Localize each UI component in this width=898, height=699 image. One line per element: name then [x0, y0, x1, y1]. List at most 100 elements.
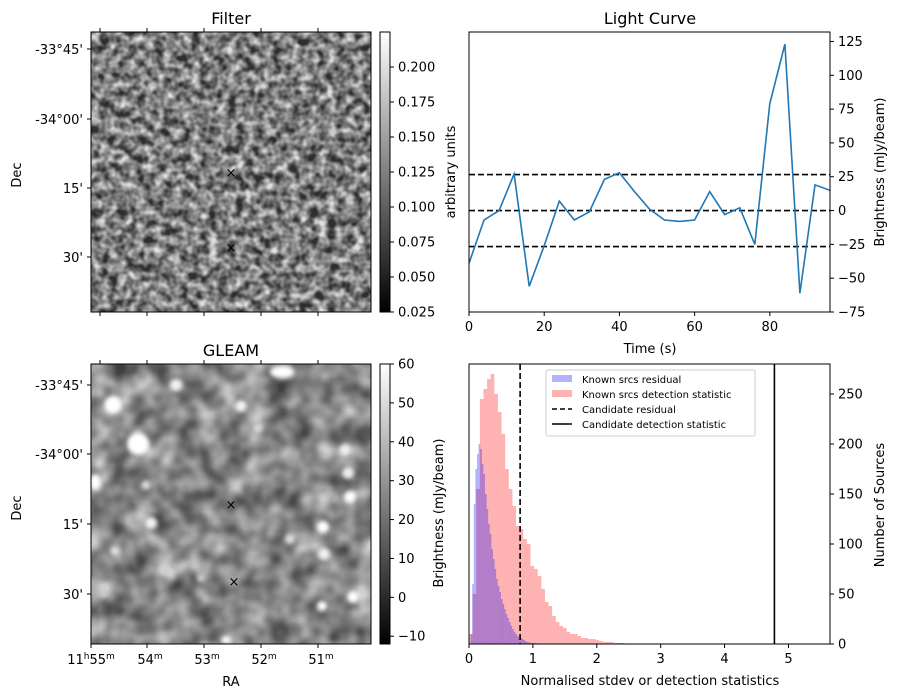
residual-histogram-bar	[481, 464, 484, 644]
gleam-ra-tick-label: 52m	[251, 652, 276, 668]
residual-histogram-bar	[500, 599, 503, 644]
lightcurve-y-tick-label: 75	[838, 103, 855, 118]
gleam-dec-tick-label: 30'	[63, 588, 83, 603]
filter-image-noise	[91, 32, 371, 312]
detection-histogram-bar	[581, 638, 585, 644]
legend-label: Known srcs detection statistic	[582, 390, 731, 401]
detection-histogram-bar	[602, 642, 607, 644]
filter-panel: Filter -33°45' -34°00' 15' 30' Dec × × 0…	[10, 9, 459, 321]
residual-histogram-bar	[478, 444, 481, 644]
gleam-source	[253, 423, 263, 433]
residual-histogram-bar	[516, 636, 519, 644]
histogram-frame	[468, 363, 831, 645]
detection-histogram-bar	[559, 626, 564, 644]
filter-colorbar-tick-label: 0.125	[398, 166, 435, 181]
detection-histogram-bar	[526, 544, 531, 644]
gleam-source	[285, 534, 295, 544]
gleam-ylabel: Dec	[10, 495, 25, 520]
gleam-source	[339, 444, 351, 456]
gleam-colorbar-label: Brightness (mJy/beam)	[432, 439, 447, 588]
gleam-colorbar-tick-label: −10	[398, 630, 425, 645]
gleam-source	[270, 366, 294, 378]
filter-dec-tick-label: -33°45'	[35, 43, 83, 58]
residual-histogram-bar	[499, 592, 501, 644]
lightcurve-x-ticks: 0 20 40 60 80	[465, 312, 778, 335]
gleam-colorbar-tick-label: 50	[398, 396, 415, 411]
residual-histogram-bar	[494, 569, 497, 644]
filter-dec-ticks	[87, 48, 91, 258]
filter-red-marker: ×	[226, 166, 237, 181]
gleam-dec-tick-label: 15'	[63, 518, 83, 533]
detection-histogram-bar	[501, 434, 506, 644]
lightcurve-series-line	[469, 44, 830, 294]
gleam-source	[317, 521, 329, 533]
histogram-panel: 0 1 2 3 4 5 0 50 100 150 200 250 Normalised stdev …	[465, 363, 888, 689]
detection-histogram-bar	[588, 639, 592, 644]
detection-histogram-bar	[534, 569, 538, 644]
filter-colorbar	[379, 31, 391, 313]
detection-histogram-bar	[610, 642, 614, 644]
histogram-x-tick-label: 0	[465, 652, 473, 667]
detection-histogram-bar	[505, 469, 509, 644]
gleam-colorbar-tick-label: 0	[398, 591, 406, 606]
residual-histogram-bar	[508, 622, 511, 644]
histogram-x-tick-label: 5	[784, 652, 792, 667]
lightcurve-x-tick-label: 80	[762, 320, 779, 335]
gleam-source	[347, 591, 359, 603]
gleam-ra-tick-label: 54m	[137, 652, 162, 668]
detection-histogram-bar	[523, 539, 527, 644]
gleam-colorbar-tick-label: 60	[398, 358, 415, 373]
lightcurve-y-tick-label: 100	[838, 69, 863, 84]
lightcurve-ylabel: Brightness (mJy/beam)	[873, 98, 888, 247]
histogram-x-tick-label: 3	[657, 652, 665, 667]
detection-histogram-bar	[591, 639, 596, 644]
detection-histogram-bar	[494, 394, 498, 644]
filter-colorbar-tick-label: 0.075	[398, 236, 435, 251]
gleam-ra-tick-label: 53m	[194, 652, 219, 668]
residual-histogram-bar	[489, 534, 492, 644]
gleam-source	[89, 474, 101, 490]
lightcurve-x-tick-label: 0	[465, 320, 473, 335]
residual-histogram-bar	[512, 629, 514, 644]
gleam-source	[104, 396, 122, 414]
lightcurve-y-tick-label: −50	[838, 272, 865, 287]
residual-histogram-bar	[484, 494, 487, 644]
filter-colorbar-tick-label: 0.100	[398, 201, 435, 216]
lightcurve-threshold-lines	[469, 173, 830, 248]
detection-histogram-bar	[490, 374, 495, 644]
residual-histogram-bar	[476, 454, 479, 644]
residual-histogram-bar	[480, 449, 482, 644]
detection-histogram-bar	[573, 634, 578, 644]
gleam-source	[145, 517, 157, 529]
lightcurve-y-tick-label: 25	[838, 170, 855, 185]
residual-histogram-bar	[491, 549, 493, 644]
gleam-source	[317, 601, 327, 611]
filter-dec-tick-label: 15'	[63, 182, 83, 197]
detection-histogram-bar	[544, 602, 549, 644]
lightcurve-y-tick-label: −25	[838, 238, 865, 253]
lightcurve-frame	[468, 31, 831, 313]
detection-histogram-bar	[508, 489, 513, 644]
gleam-colorbar-tick-label: 10	[398, 552, 415, 567]
lightcurve-title: Light Curve	[604, 9, 696, 28]
histogram-y-tick-label: 50	[838, 588, 855, 603]
detection-histogram-bar	[563, 628, 567, 644]
detection-histogram-bar	[606, 642, 611, 644]
legend-box	[545, 369, 756, 437]
residual-histogram-bar	[518, 637, 521, 644]
detection-histogram-bar	[487, 379, 491, 644]
detection-histogram-bar	[570, 634, 574, 644]
gleam-top-ticks	[90, 360, 319, 648]
detection-histogram-bar	[483, 389, 488, 644]
histogram-x-tick-label: 1	[529, 652, 537, 667]
detection-histogram-bar	[541, 589, 545, 644]
gleam-red-marker: ×	[226, 498, 237, 513]
gleam-colorbar-tick-label: 40	[398, 435, 415, 450]
legend-label: Candidate detection statistic	[582, 420, 726, 431]
filter-ylabel: Dec	[10, 162, 25, 187]
gleam-source	[221, 636, 231, 644]
filter-image-frame	[90, 31, 372, 313]
filter-top-ticks	[99, 28, 319, 316]
gleam-xlabel: RA	[222, 675, 240, 690]
